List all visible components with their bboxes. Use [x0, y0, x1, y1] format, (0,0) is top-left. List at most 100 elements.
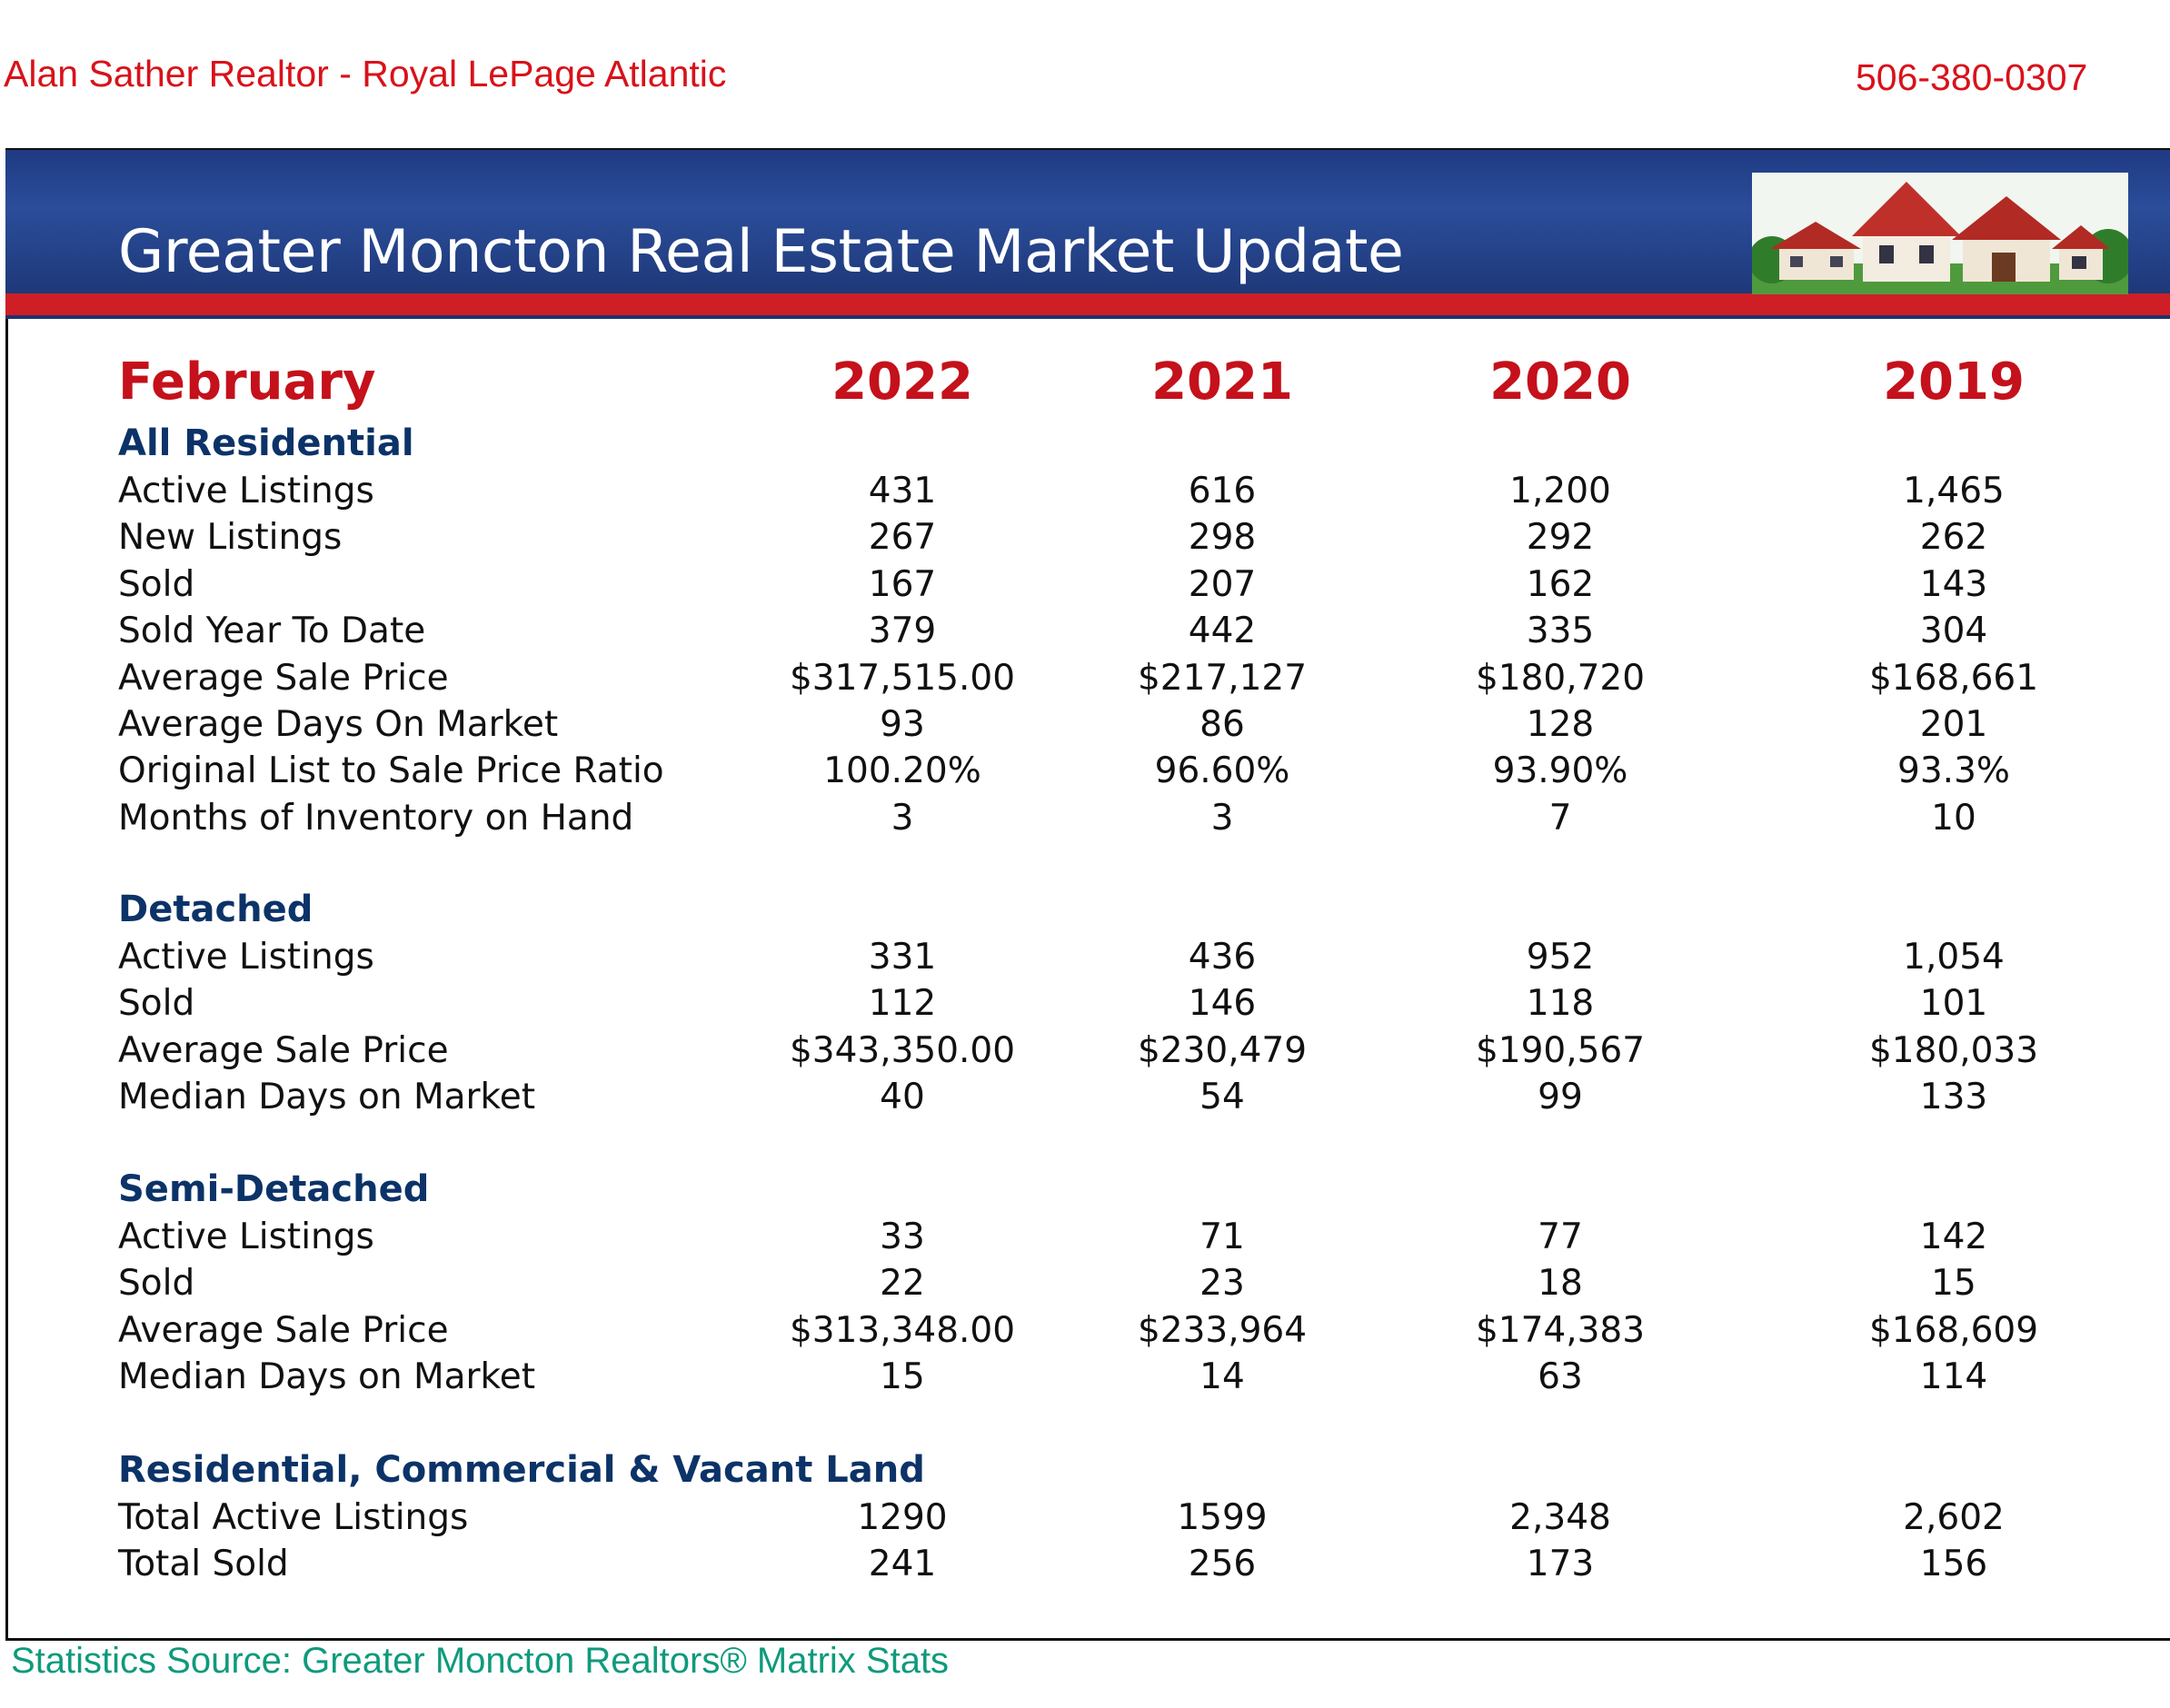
table-row: Original List to Sale Price Ratio 100.20%…: [0, 750, 2170, 796]
cell-value: 142: [1919, 1216, 1988, 1257]
year-header-2021: 2021: [1151, 353, 1293, 412]
table-frame: [5, 148, 2170, 1641]
row-label: Median Days on Market: [118, 1356, 536, 1398]
cell-value: 1290: [857, 1497, 948, 1538]
table-row: Months of Inventory on Hand 3 3 7 10: [0, 798, 2170, 843]
table-row: Average Sale Price $317,515.00 $217,127 $18…: [0, 658, 2170, 703]
cell-value: $230,479: [1137, 1029, 1308, 1071]
cell-value: 292: [1526, 517, 1595, 559]
cell-value: 128: [1526, 704, 1595, 745]
row-label: Average Sale Price: [118, 657, 449, 699]
month-heading: February: [118, 353, 376, 412]
cell-value: 167: [868, 563, 937, 605]
cell-value: $233,964: [1137, 1309, 1308, 1351]
table-row: Average Days On Market 93 86 128 201: [0, 704, 2170, 750]
row-label: Active Listings: [118, 471, 374, 511]
row-label: Original List to Sale Price Ratio: [118, 750, 664, 792]
section-heading: Residential, Commercial & Vacant Land: [118, 1449, 925, 1491]
row-label: Months of Inventory on Hand: [118, 797, 634, 839]
cell-value: 298: [1188, 517, 1257, 559]
cell-value: 1599: [1177, 1497, 1268, 1538]
cell-value: 442: [1188, 611, 1257, 652]
cell-value: 71: [1199, 1216, 1245, 1257]
cell-value: 93: [880, 704, 925, 745]
cell-value: 143: [1919, 563, 1988, 605]
cell-value: 86: [1199, 704, 1245, 745]
cell-value: 96.60%: [1154, 750, 1290, 792]
cell-value: 1,054: [1903, 937, 2005, 978]
cell-value: 1,200: [1509, 471, 1611, 511]
statistics-source: Statistics Source: Greater Moncton Realt…: [11, 1641, 950, 1681]
cell-value: 77: [1538, 1216, 1583, 1257]
cell-value: 40: [880, 1077, 925, 1118]
table-row: Sold 22 23 18 15: [0, 1263, 2170, 1308]
cell-value: 118: [1526, 983, 1595, 1025]
row-label: Sold: [118, 563, 195, 605]
cell-value: 93.3%: [1897, 750, 2010, 792]
cell-value: 15: [1931, 1263, 1976, 1305]
row-label: Median Days on Market: [118, 1077, 536, 1118]
cell-value: 616: [1188, 471, 1257, 511]
row-label: Average Sale Price: [118, 1309, 449, 1351]
table-row: Average Sale Price $343,350.00 $230,479 $19…: [0, 1030, 2170, 1076]
row-label: Active Listings: [118, 1216, 374, 1257]
cell-value: 2,348: [1509, 1497, 1611, 1538]
table-row: Average Sale Price $313,348.00 $233,964 $17…: [0, 1310, 2170, 1355]
row-label: Average Days On Market: [118, 704, 559, 745]
section-heading: All Residential: [118, 422, 414, 464]
cell-value: 162: [1526, 563, 1595, 605]
cell-value: 379: [868, 611, 937, 652]
cell-value: 14: [1199, 1356, 1245, 1398]
year-header-2020: 2020: [1489, 353, 1631, 412]
cell-value: 436: [1188, 937, 1257, 978]
cell-value: 133: [1919, 1077, 1988, 1118]
cell-value: 100.20%: [823, 750, 981, 792]
table-row: Active Listings 331 436 952 1,054: [0, 937, 2170, 982]
cell-value: $180,720: [1475, 657, 1646, 699]
row-label: Total Active Listings: [118, 1497, 469, 1538]
table-row: Active Listings 33 71 77 142: [0, 1216, 2170, 1262]
cell-value: $168,661: [1868, 657, 2039, 699]
section-heading: Semi-Detached: [118, 1168, 430, 1210]
cell-value: $168,609: [1868, 1309, 2039, 1351]
cell-value: 262: [1919, 517, 1988, 559]
cell-value: $180,033: [1868, 1029, 2039, 1071]
cell-value: 146: [1188, 983, 1257, 1025]
cell-value: 7: [1548, 797, 1572, 839]
banner-underline: [5, 315, 2170, 319]
cell-value: 335: [1526, 611, 1595, 652]
row-label: New Listings: [118, 517, 343, 559]
row-label: Active Listings: [118, 937, 374, 978]
cell-value: 304: [1919, 611, 1988, 652]
cell-value: 63: [1538, 1356, 1583, 1398]
row-label: Sold: [118, 983, 195, 1025]
cell-value: 207: [1188, 563, 1257, 605]
table-row: Sold Year To Date 379 442 335 304: [0, 611, 2170, 656]
cell-value: $174,383: [1475, 1309, 1646, 1351]
table-row: New Listings 267 298 292 262: [0, 517, 2170, 562]
cell-value: 173: [1526, 1544, 1595, 1585]
cell-value: 23: [1199, 1263, 1245, 1305]
page-title: Greater Moncton Real Estate Market Updat…: [118, 218, 1404, 286]
cell-value: 952: [1526, 937, 1595, 978]
row-label: Sold: [118, 1263, 195, 1305]
row-label: Sold Year To Date: [118, 611, 426, 652]
cell-value: $217,127: [1137, 657, 1308, 699]
house-icon: [1752, 173, 2128, 294]
cell-value: 114: [1919, 1356, 1988, 1398]
cell-value: 201: [1919, 704, 1988, 745]
cell-value: $190,567: [1475, 1029, 1646, 1071]
cell-value: 18: [1538, 1263, 1583, 1305]
cell-value: 15: [880, 1356, 925, 1398]
section-heading: Detached: [118, 889, 314, 930]
cell-value: 256: [1188, 1544, 1257, 1585]
table-row: Median Days on Market 40 54 99 133: [0, 1077, 2170, 1122]
year-header-2019: 2019: [1883, 353, 2025, 412]
year-header-2022: 2022: [831, 353, 973, 412]
row-label: Average Sale Price: [118, 1029, 449, 1071]
cell-value: 331: [868, 937, 937, 978]
table-row: Total Active Listings 1290 1599 2,348 2,602: [0, 1497, 2170, 1543]
cell-value: 10: [1931, 797, 1976, 839]
cell-value: 156: [1919, 1544, 1988, 1585]
cell-value: $313,348.00: [789, 1309, 1016, 1351]
